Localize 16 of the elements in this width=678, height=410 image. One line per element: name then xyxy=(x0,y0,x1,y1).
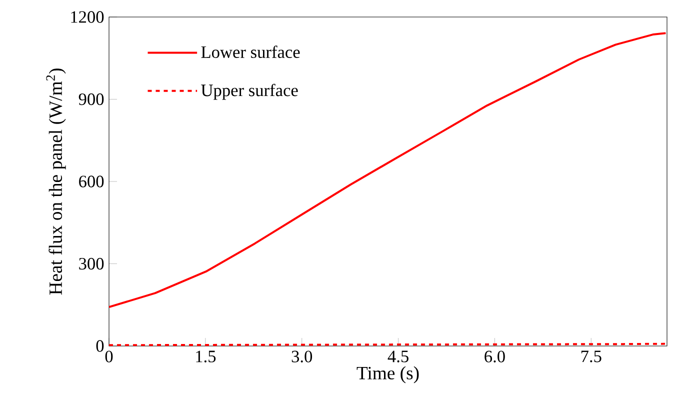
y-tick-label: 1200 xyxy=(71,11,104,23)
x-tick-label: 7.5 xyxy=(581,350,602,362)
x-axis-title: Time (s) xyxy=(356,366,419,384)
legend-label: Upper surface xyxy=(201,84,298,100)
x-tick-label: 1.5 xyxy=(196,350,216,362)
x-tick-label: 3.0 xyxy=(292,350,312,362)
legend-label: Lower surface xyxy=(201,46,300,58)
x-tick-label: 0 xyxy=(105,350,113,362)
y-tick-label: 900 xyxy=(78,93,104,106)
x-tick-label: 6.0 xyxy=(484,350,505,362)
y-tick-label: 600 xyxy=(79,176,104,188)
y-axis-title: Heat flux on the panel (W/m$^{2}$) xyxy=(46,68,66,295)
y-tick-label: 300 xyxy=(79,258,104,270)
line-series xyxy=(109,32,667,308)
x-tick-label: 4.5 xyxy=(388,350,408,362)
y-tick-label: 0 xyxy=(96,340,104,352)
